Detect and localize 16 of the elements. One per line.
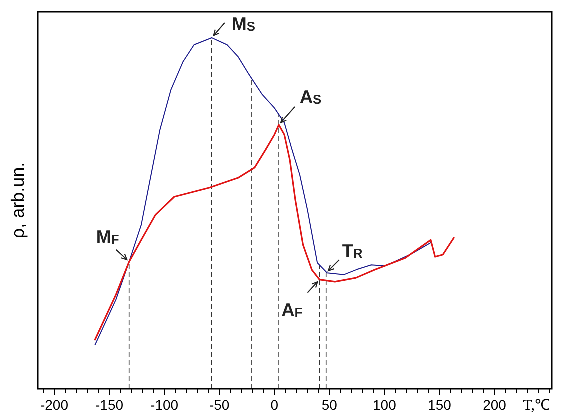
x-tick-label: -150 (96, 397, 124, 413)
annotation: AS (300, 87, 322, 108)
x-axis-title: T,℃ (523, 398, 550, 414)
y-axis-title: ρ, arb.un. (8, 162, 28, 239)
x-tick-label: 150 (428, 397, 452, 413)
x-tick-label: -50 (209, 397, 230, 413)
annotation: MS (232, 14, 256, 34)
x-tick-label: -200 (40, 397, 69, 413)
x-tick-label: 50 (322, 397, 338, 413)
x-tick-label: 200 (483, 397, 507, 413)
x-tick-label: 100 (373, 397, 397, 413)
annotation: MF (96, 226, 120, 247)
x-tick-label: -100 (150, 397, 179, 413)
annotation: TR (342, 241, 364, 262)
x-tick-label: 0 (270, 397, 279, 413)
annotation: AF (282, 300, 303, 320)
